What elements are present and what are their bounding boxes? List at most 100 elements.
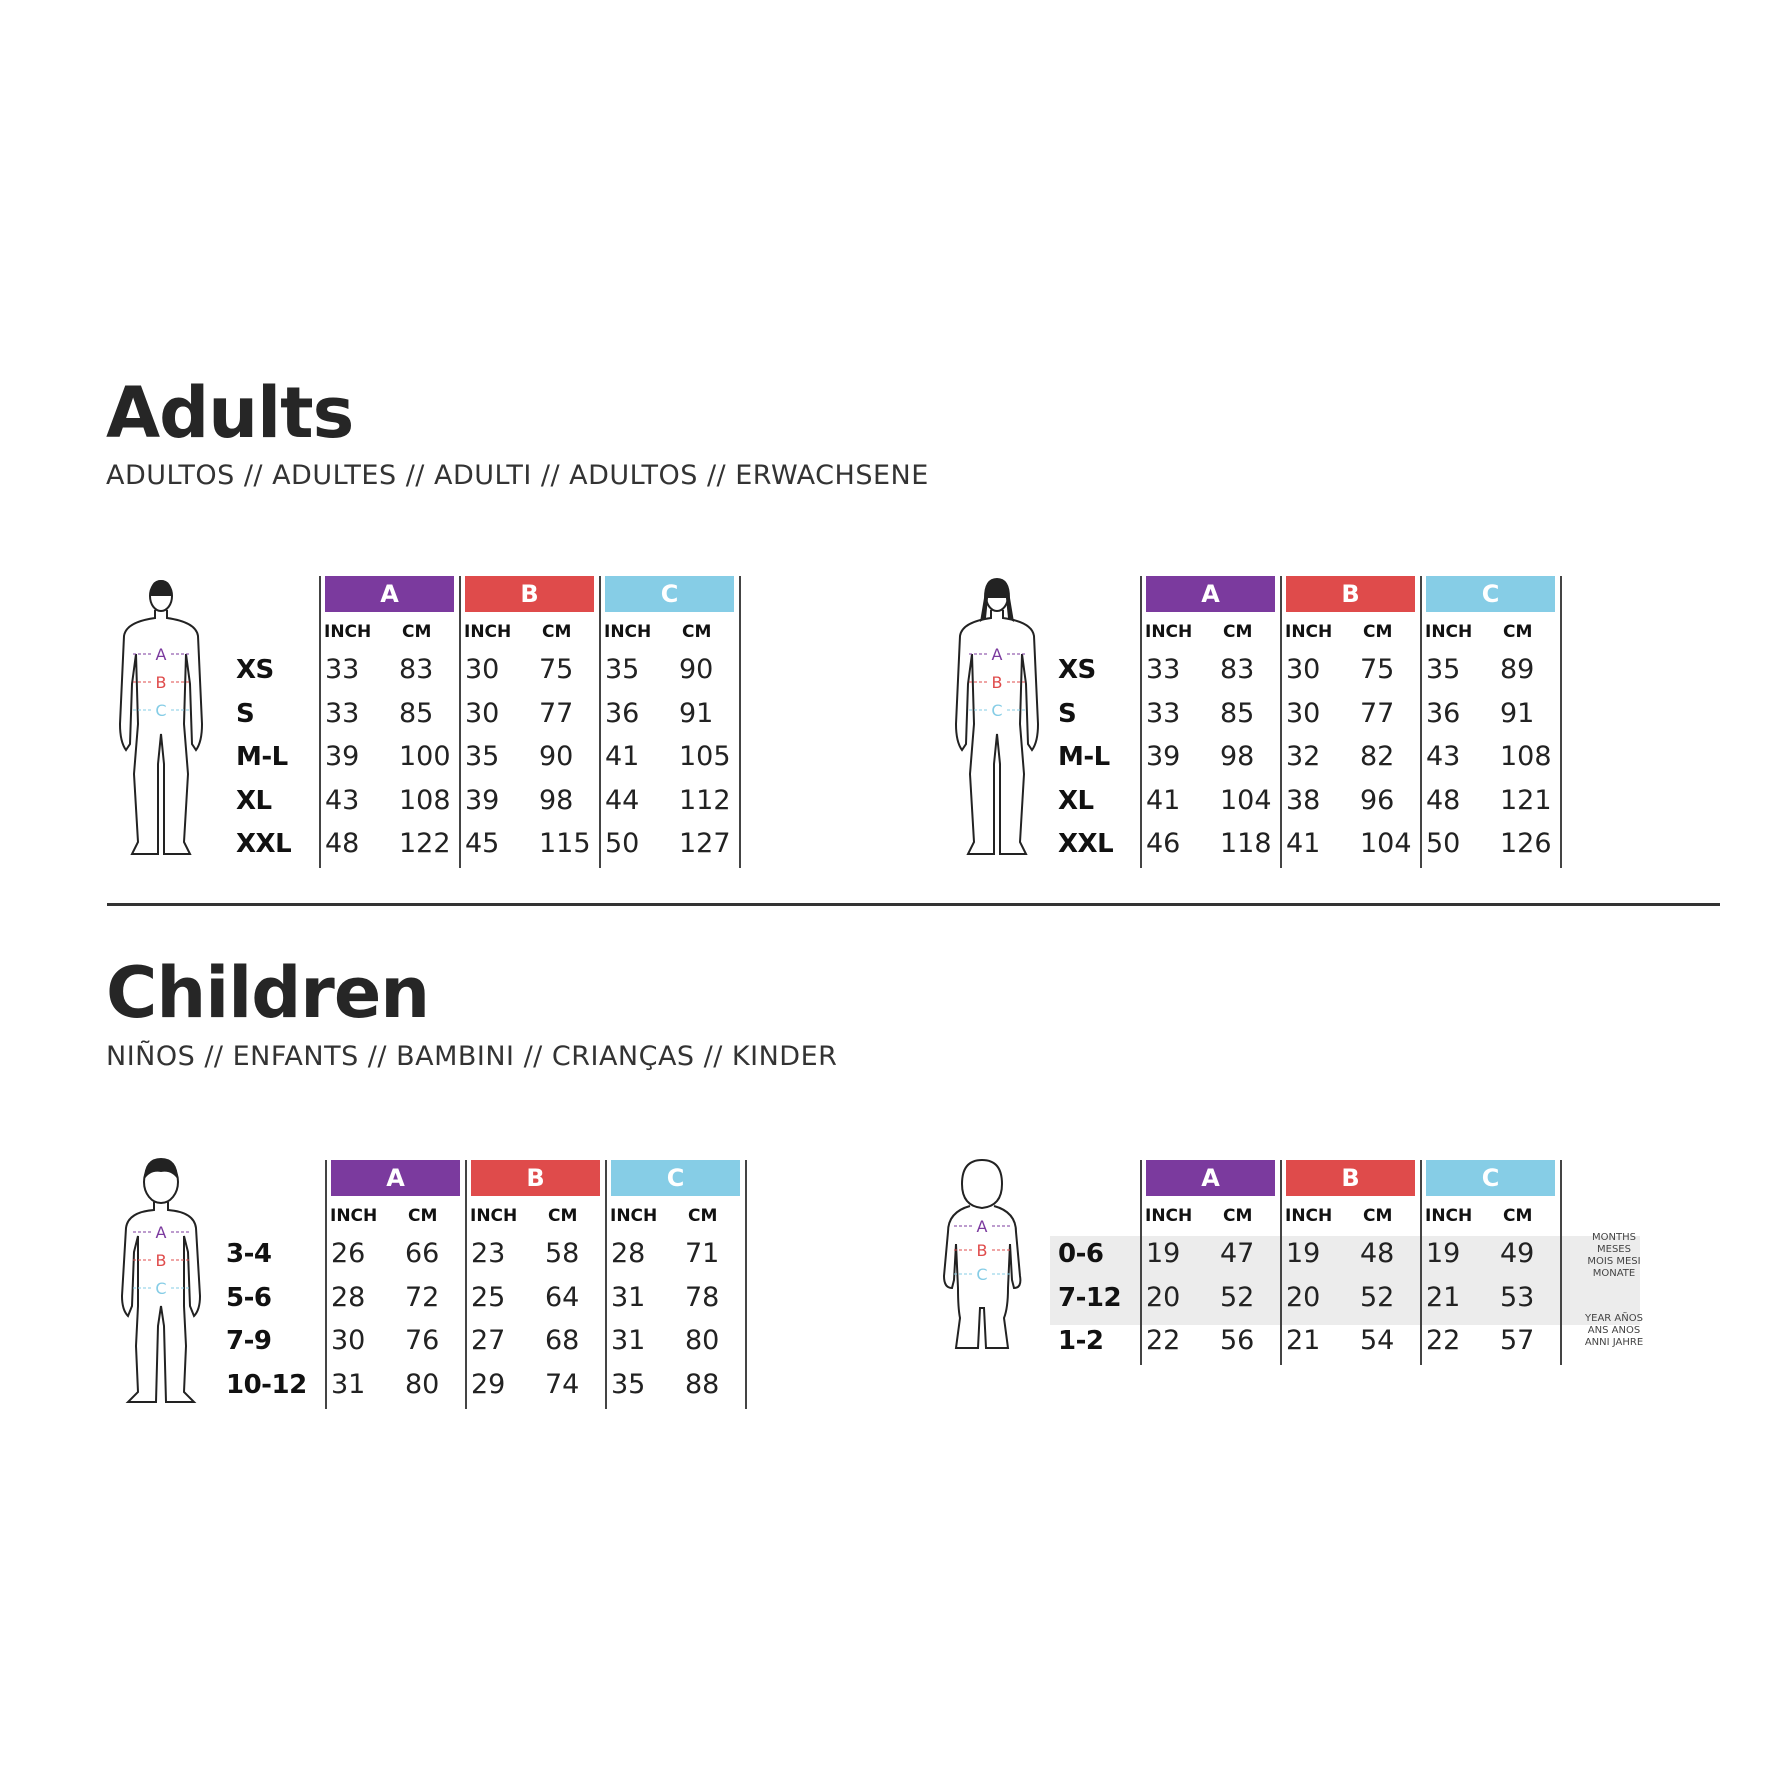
section-divider	[107, 903, 1720, 906]
unit-label: INCH	[1425, 1206, 1473, 1226]
measurement-value: 100	[399, 741, 451, 772]
unit-label: CM	[1503, 622, 1533, 642]
measurement-value: 26	[331, 1238, 366, 1269]
measurement-value: 50	[605, 828, 640, 859]
measurement-value: 46	[1146, 828, 1181, 859]
svg-text:B: B	[156, 1251, 167, 1270]
size-label: XXL	[1058, 829, 1114, 859]
measurement-value: 49	[1500, 1238, 1535, 1269]
measurement-value: 28	[611, 1238, 646, 1269]
size-label: XS	[1058, 655, 1096, 685]
measurement-value: 20	[1146, 1281, 1181, 1313]
svg-text:C: C	[976, 1265, 987, 1284]
months-note: MONTHS MESES MOIS MESI MONATE	[1572, 1232, 1656, 1280]
measurement-value: 77	[1360, 697, 1395, 729]
note-line: YEAR AÑOS	[1585, 1313, 1643, 1324]
measurement-value: 56	[1220, 1325, 1255, 1356]
measurement-value: 52	[1360, 1281, 1395, 1313]
measurement-value: 80	[405, 1368, 440, 1400]
measurement-value: 48	[325, 828, 360, 859]
measurement-value: 85	[1220, 697, 1255, 729]
note-line: MONATE	[1592, 1268, 1636, 1279]
measurement-value: 115	[539, 828, 591, 859]
column-divider	[1140, 1160, 1142, 1365]
measurement-value: 31	[611, 1325, 646, 1356]
unit-label: INCH	[1425, 622, 1473, 642]
measurement-value: 82	[1360, 741, 1395, 772]
unit-label: CM	[548, 1206, 578, 1226]
header-b: B	[465, 576, 594, 612]
years-note: YEAR AÑOS ANS ANOS ANNI JAHRE	[1572, 1313, 1656, 1349]
measurement-value: 43	[1426, 741, 1461, 772]
svg-text:C: C	[991, 701, 1002, 720]
svg-text:B: B	[992, 673, 1003, 692]
size-label: 3-4	[226, 1239, 272, 1269]
header-a: A	[1146, 1160, 1275, 1196]
size-label: 10-12	[226, 1369, 307, 1400]
measurement-value: 47	[1220, 1238, 1255, 1269]
column-divider	[1280, 576, 1282, 868]
measurement-value: 72	[405, 1281, 440, 1313]
measurement-value: 104	[1360, 828, 1412, 859]
measurement-value: 31	[611, 1281, 646, 1313]
adults-subtitle: ADULTOS // ADULTES // ADULTI // ADULTOS …	[106, 460, 929, 491]
svg-text:B: B	[977, 1241, 988, 1260]
size-label: XL	[236, 785, 272, 816]
measurement-value: 108	[1500, 741, 1552, 772]
measurement-value: 29	[471, 1368, 506, 1400]
children-title: Children	[106, 952, 430, 1034]
svg-text:C: C	[155, 701, 166, 720]
measurement-value: 118	[1220, 828, 1272, 859]
measurement-value: 35	[611, 1368, 646, 1400]
measurement-value: 88	[685, 1368, 720, 1400]
size-label: S	[1058, 698, 1077, 729]
note-line: MOIS MESI	[1587, 1256, 1641, 1267]
measurement-value: 127	[679, 828, 731, 859]
measurement-value: 75	[1360, 654, 1395, 685]
measurement-value: 45	[465, 828, 500, 859]
unit-label: INCH	[1145, 1206, 1193, 1226]
column-divider	[319, 576, 321, 868]
unit-label: INCH	[610, 1206, 658, 1226]
highlight-band	[1050, 1236, 1640, 1325]
measurement-value: 20	[1286, 1281, 1321, 1313]
note-line: ANS ANOS	[1587, 1325, 1641, 1336]
measurement-value: 19	[1286, 1238, 1321, 1269]
measurement-value: 112	[679, 784, 731, 816]
size-label: XS	[236, 655, 274, 685]
measurement-value: 30	[465, 697, 500, 729]
baby-figure: A B C	[940, 1158, 1025, 1362]
measurement-value: 57	[1500, 1325, 1535, 1356]
size-label: 1-2	[1058, 1326, 1104, 1356]
measurement-value: 33	[325, 697, 360, 729]
unit-label: INCH	[1285, 1206, 1333, 1226]
column-divider	[1140, 576, 1142, 868]
measurement-value: 83	[399, 654, 434, 685]
column-divider	[745, 1160, 747, 1409]
measurement-value: 91	[679, 697, 714, 729]
measurement-value: 98	[539, 784, 574, 816]
measurement-value: 89	[1500, 654, 1535, 685]
size-label: S	[236, 698, 255, 729]
measurement-value: 58	[545, 1238, 580, 1269]
measurement-value: 66	[405, 1238, 440, 1269]
unit-label: CM	[542, 622, 572, 642]
size-label: XXL	[236, 829, 292, 859]
measurement-value: 33	[1146, 654, 1181, 685]
measurement-value: 105	[679, 741, 731, 772]
measurement-value: 121	[1500, 784, 1552, 816]
measurement-value: 91	[1500, 697, 1535, 729]
column-divider	[465, 1160, 467, 1409]
unit-label: CM	[1223, 622, 1253, 642]
measurement-value: 41	[605, 741, 640, 772]
measurement-value: 77	[539, 697, 574, 729]
column-divider	[1560, 576, 1562, 868]
measurement-value: 71	[685, 1238, 720, 1269]
unit-label: INCH	[324, 622, 372, 642]
unit-label: CM	[1223, 1206, 1253, 1226]
unit-label: INCH	[464, 622, 512, 642]
header-b: B	[1286, 576, 1415, 612]
unit-label: INCH	[330, 1206, 378, 1226]
measurement-value: 122	[399, 828, 451, 859]
note-line: ANNI JAHRE	[1584, 1337, 1644, 1348]
